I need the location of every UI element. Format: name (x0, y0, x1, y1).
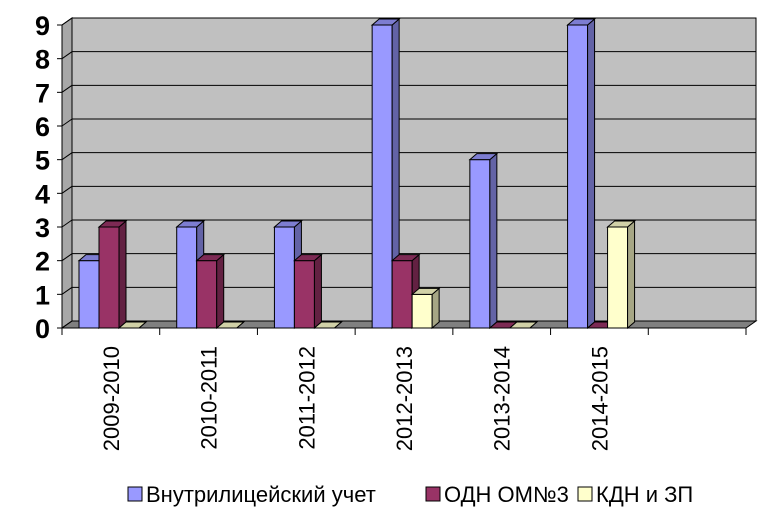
bar-top (175, 220, 206, 228)
gridline-side (61, 286, 73, 295)
bar-top (390, 254, 421, 262)
bar (215, 321, 246, 329)
y-tick-label: 4 (35, 179, 50, 209)
bar-side (489, 152, 498, 330)
x-tick-label: 2011-2012 (294, 346, 319, 450)
y-tick-label: 6 (35, 112, 50, 142)
legend-swatch (425, 486, 441, 502)
legend-swatch (577, 486, 593, 502)
gridline-side (61, 253, 73, 262)
gridline-side (61, 51, 73, 60)
gridline-side (61, 152, 73, 161)
bar-top (410, 287, 441, 295)
gridline-side (61, 118, 73, 127)
x-tick-label: 2012-2013 (392, 346, 417, 451)
legend-label: КДН и ЗП (596, 482, 693, 507)
y-tick-label: 7 (35, 78, 50, 108)
gridline-side (61, 219, 73, 228)
bars (77, 17, 636, 330)
bar (468, 152, 499, 330)
legend-item: КДН и ЗП (577, 482, 693, 507)
bar-top (97, 220, 128, 228)
bar (410, 287, 441, 330)
bar-side (216, 253, 225, 330)
y-tick-label: 0 (35, 314, 50, 344)
x-axis-tick-labels: 2009-2010 2010-2011 2011-2012 2012-2013 2013… (99, 346, 613, 451)
bar (313, 321, 343, 329)
legend-item: Внутрилицейский учет (127, 482, 376, 507)
bar-top (508, 321, 539, 329)
bar-front (78, 260, 100, 329)
legend-swatch (127, 486, 143, 502)
bar-side (118, 219, 127, 330)
x-tick-label: 2013-2014 (490, 346, 515, 451)
legend-label: Внутрилицейский учет (146, 482, 376, 507)
bar-top (566, 18, 596, 26)
bar (606, 219, 636, 330)
y-tick-label: 1 (35, 280, 50, 310)
bar-top (468, 153, 499, 161)
bar-top (606, 220, 636, 228)
gridline-side (61, 84, 73, 93)
bar-side (587, 17, 596, 330)
x-tick-label: 2014-2015 (587, 346, 612, 451)
y-tick-label: 9 (35, 11, 50, 41)
bar-top (195, 254, 226, 262)
y-tick-label: 3 (35, 213, 50, 243)
bar (508, 321, 539, 329)
y-tick-label: 8 (35, 45, 50, 75)
bar-front (98, 226, 120, 329)
bar (370, 17, 401, 330)
y-axis-tick-labels: 0 12 3 45 6 78 9 (35, 11, 62, 344)
bar-front (391, 260, 413, 329)
y-tick-label: 2 (35, 247, 50, 277)
bar-front (371, 24, 393, 329)
bar-front (567, 24, 589, 329)
bar-front (411, 293, 433, 329)
bar-top (215, 321, 246, 329)
legend-item: ОДН ОМ№3 (425, 482, 569, 507)
bar-front (469, 159, 491, 329)
y-tick-label: 5 (35, 146, 50, 176)
side-wall (61, 17, 73, 329)
bar-front (196, 260, 218, 329)
bar-front (607, 226, 629, 329)
bar-side (431, 287, 440, 330)
bar-top (273, 220, 303, 228)
bar (293, 253, 323, 330)
legend-label: ОДН ОМ№3 (444, 482, 569, 507)
bar-top (370, 18, 401, 26)
x-tick-label: 2010-2011 (197, 346, 222, 450)
bar (117, 321, 148, 329)
gridline-side (61, 185, 73, 194)
bar-side (627, 219, 636, 330)
bar-front (176, 226, 198, 329)
gridline-side (61, 320, 73, 329)
bar (566, 17, 596, 330)
bar-top (313, 321, 343, 329)
bar-top (117, 321, 148, 329)
gridline-side (61, 17, 73, 26)
bar-side (313, 253, 322, 330)
legend: Внутрилицейский учет ОДН ОМ№3 КДН и ЗП (127, 482, 693, 507)
bar-top (293, 254, 323, 262)
bar (97, 219, 128, 330)
bar-front (273, 226, 295, 329)
bar (195, 253, 226, 330)
bar-front (293, 260, 315, 329)
x-tick-label: 2009-2010 (99, 346, 124, 451)
